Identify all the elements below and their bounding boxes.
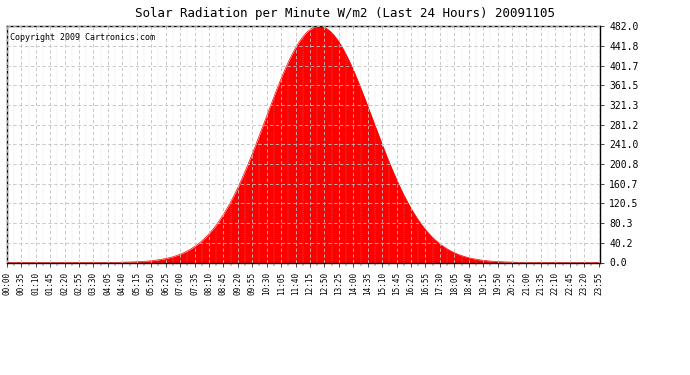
Text: Copyright 2009 Cartronics.com: Copyright 2009 Cartronics.com [10,33,155,42]
Text: Solar Radiation per Minute W/m2 (Last 24 Hours) 20091105: Solar Radiation per Minute W/m2 (Last 24… [135,8,555,21]
